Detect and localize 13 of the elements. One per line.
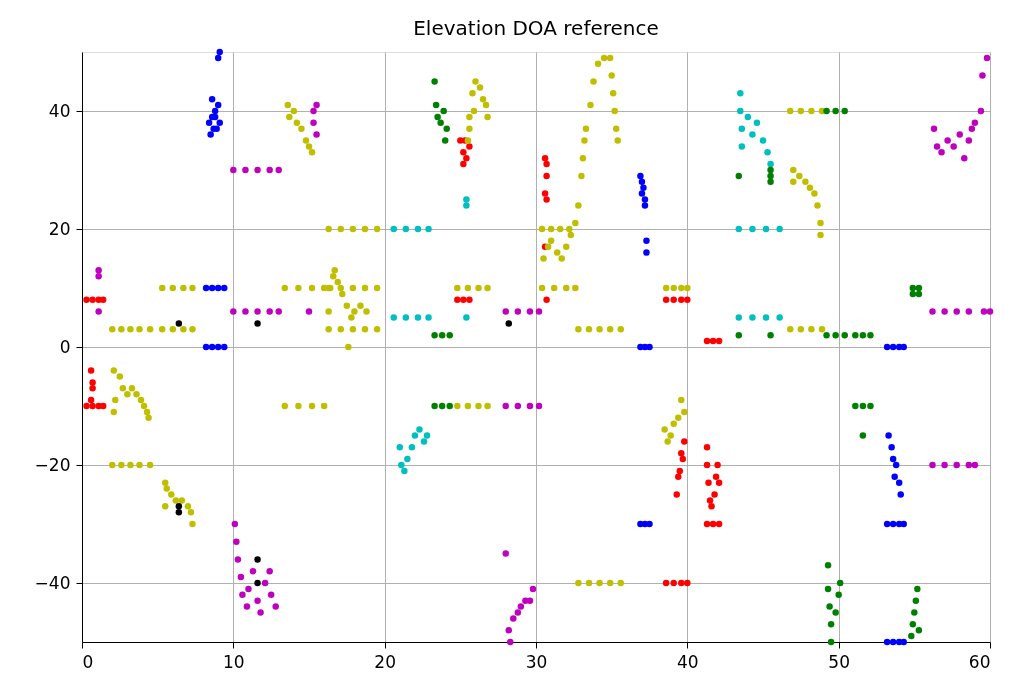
y-tick-label: 0 (59, 336, 71, 357)
x-tick-label: 50 (828, 651, 850, 672)
y-tick-label: 20 (48, 218, 71, 239)
y-tick-label: −40 (34, 572, 71, 593)
chart-title: Elevation DOA reference (413, 15, 659, 40)
x-tick-label: 30 (525, 651, 548, 672)
x-tick-label: 0 (82, 651, 94, 672)
x-tick-label: 20 (374, 651, 396, 672)
y-tick-label: −20 (34, 454, 71, 475)
x-tick-label: 10 (223, 651, 245, 672)
x-tick-label: 60 (968, 651, 991, 672)
y-tick-label: 40 (48, 100, 71, 121)
x-tick-label: 40 (677, 651, 699, 672)
